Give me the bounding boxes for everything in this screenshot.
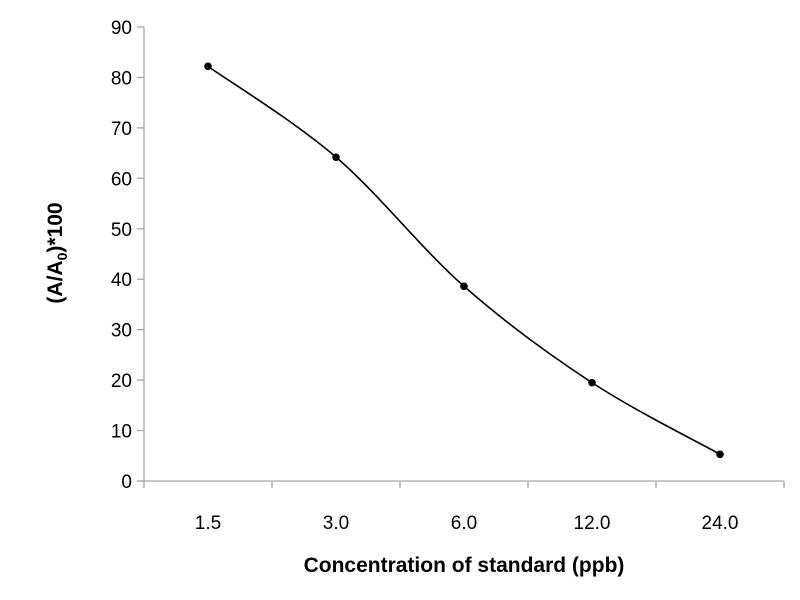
y-axis-title: (A/A0)*100 — [44, 202, 70, 303]
y-tick-label: 30 — [111, 321, 132, 342]
data-point — [204, 62, 212, 71]
x-axis-title: Concentration of standard (ppb) — [304, 554, 625, 577]
y-tick-label: 70 — [111, 119, 132, 140]
x-tick-label: 6.0 — [451, 513, 477, 534]
x-tick-label: 1.5 — [195, 513, 221, 534]
y-axis-title-main: (A/A — [44, 260, 67, 303]
x-tick-label: 3.0 — [323, 513, 349, 534]
x-ticks: 1.5 3.0 6.0 12.0 24.0 — [143, 481, 785, 534]
y-axis-title-subscript: 0 — [54, 252, 70, 260]
data-point — [588, 378, 596, 387]
y-tick-label: 20 — [111, 371, 132, 392]
y-ticks: 0 10 20 30 40 50 60 70 80 90 — [111, 18, 144, 493]
data-points — [204, 62, 724, 459]
data-point — [716, 450, 724, 459]
y-tick-label: 50 — [111, 220, 132, 241]
axes — [143, 27, 784, 482]
y-axis-title-tail: )*100 — [44, 202, 67, 252]
data-point — [460, 282, 468, 291]
y-tick-label: 40 — [111, 270, 132, 291]
x-tick-label: 12.0 — [574, 513, 611, 534]
y-tick-label: 60 — [111, 169, 132, 190]
y-tick-label: 0 — [121, 472, 132, 493]
y-tick-label: 10 — [111, 422, 132, 443]
y-tick-label: 80 — [111, 68, 132, 89]
y-tick-label: 90 — [111, 18, 132, 39]
data-point — [332, 153, 340, 161]
series-line — [207, 65, 721, 455]
x-tick-label: 24.0 — [702, 513, 739, 534]
